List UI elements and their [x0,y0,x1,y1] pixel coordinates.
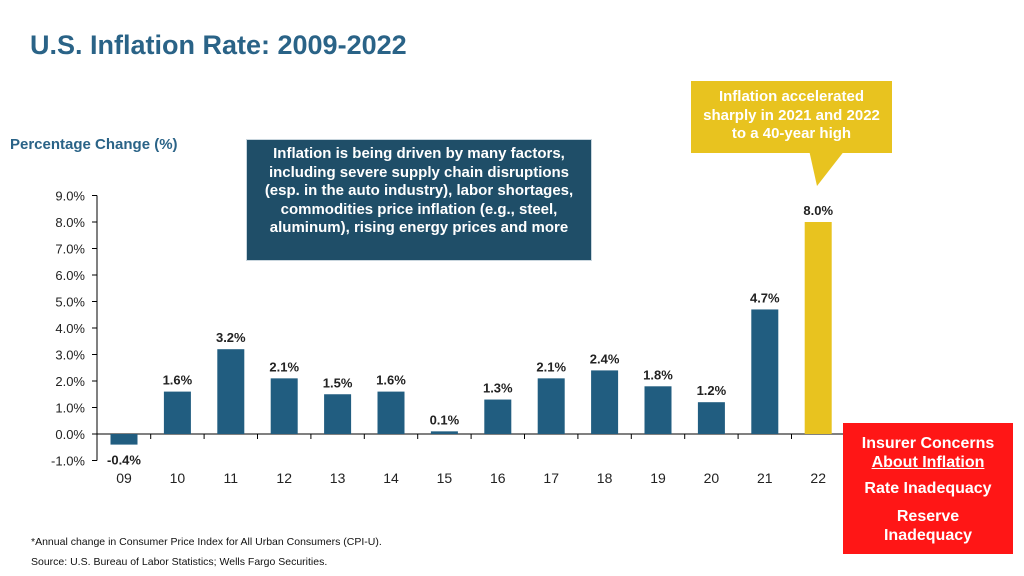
y-tick-label: 1.0% [55,401,85,416]
bar [217,349,245,434]
data-label: 4.7% [750,290,780,305]
x-tick-label: 11 [224,470,239,486]
y-tick-label: 5.0% [55,295,85,310]
y-tick-label: -1.0% [51,454,85,469]
bar [270,378,298,434]
chart-title: U.S. Inflation Rate: 2009-2022 [30,30,407,60]
source-note: Source: U.S. Bureau of Labor Statistics;… [31,556,328,568]
data-label: 2.1% [536,359,566,374]
bar [591,370,619,434]
bar [377,391,405,434]
y-axis-label: Percentage Change (%) [10,136,178,153]
y-tick-label: 2.0% [55,374,85,389]
bar [430,431,458,434]
callout-pointer [809,150,845,186]
x-tick-label: 12 [276,470,292,486]
y-tick-label: 4.0% [55,321,85,336]
x-tick-label: 13 [330,470,346,486]
bar [804,222,832,434]
x-tick-label: 16 [490,470,506,486]
x-tick-label: 18 [597,470,613,486]
data-label: 8.0% [803,203,833,218]
data-label: 1.6% [376,373,406,388]
data-label: 1.8% [643,367,673,382]
concern-rate-inadequacy: Rate Inadequacy [864,480,992,497]
accelerated-callout: Inflation accelerated sharply in 2021 an… [691,81,892,153]
data-label: 1.6% [163,373,193,388]
data-label: -0.4% [107,453,141,468]
y-tick-label: 0.0% [55,427,85,442]
x-tick-label: 10 [170,470,186,486]
x-tick-label: 19 [650,470,666,486]
bar [537,378,565,434]
x-tick-label: 22 [810,470,826,486]
data-label: 0.1% [430,412,460,427]
bar [751,309,779,434]
data-label: 1.2% [697,383,727,398]
y-tick-label: 6.0% [55,268,85,283]
concern-reserve-inadequacy: Reserve Inadequacy [883,508,973,544]
data-label: 1.3% [483,381,513,396]
x-tick-label: 09 [116,470,132,486]
y-tick-label: 7.0% [55,242,85,257]
factors-callout: Inflation is being driven by many factor… [246,139,592,261]
x-tick-label: 17 [543,470,559,486]
data-label: 1.5% [323,375,353,390]
data-label: 2.4% [590,351,620,366]
bar [484,399,512,434]
bar [644,386,672,434]
x-tick-label: 20 [704,470,720,486]
concerns-heading-2: About Inflation [871,454,985,471]
footnote: *Annual change in Consumer Price Index f… [31,536,382,548]
y-tick-label: 3.0% [55,348,85,363]
x-tick-label: 14 [383,470,399,486]
y-tick-label: 8.0% [55,215,85,230]
bar [697,402,725,434]
x-tick-label: 21 [757,470,773,486]
insurer-concerns-box: Insurer Concerns About Inflation Rate In… [843,423,1013,554]
y-tick-label: 9.0% [55,189,85,204]
bar [110,434,138,445]
data-label: 2.1% [269,359,299,374]
bar [163,391,191,434]
concerns-heading: Insurer Concerns [861,435,995,452]
bar [324,394,352,434]
data-label: 3.2% [216,330,246,345]
x-tick-label: 15 [437,470,453,486]
